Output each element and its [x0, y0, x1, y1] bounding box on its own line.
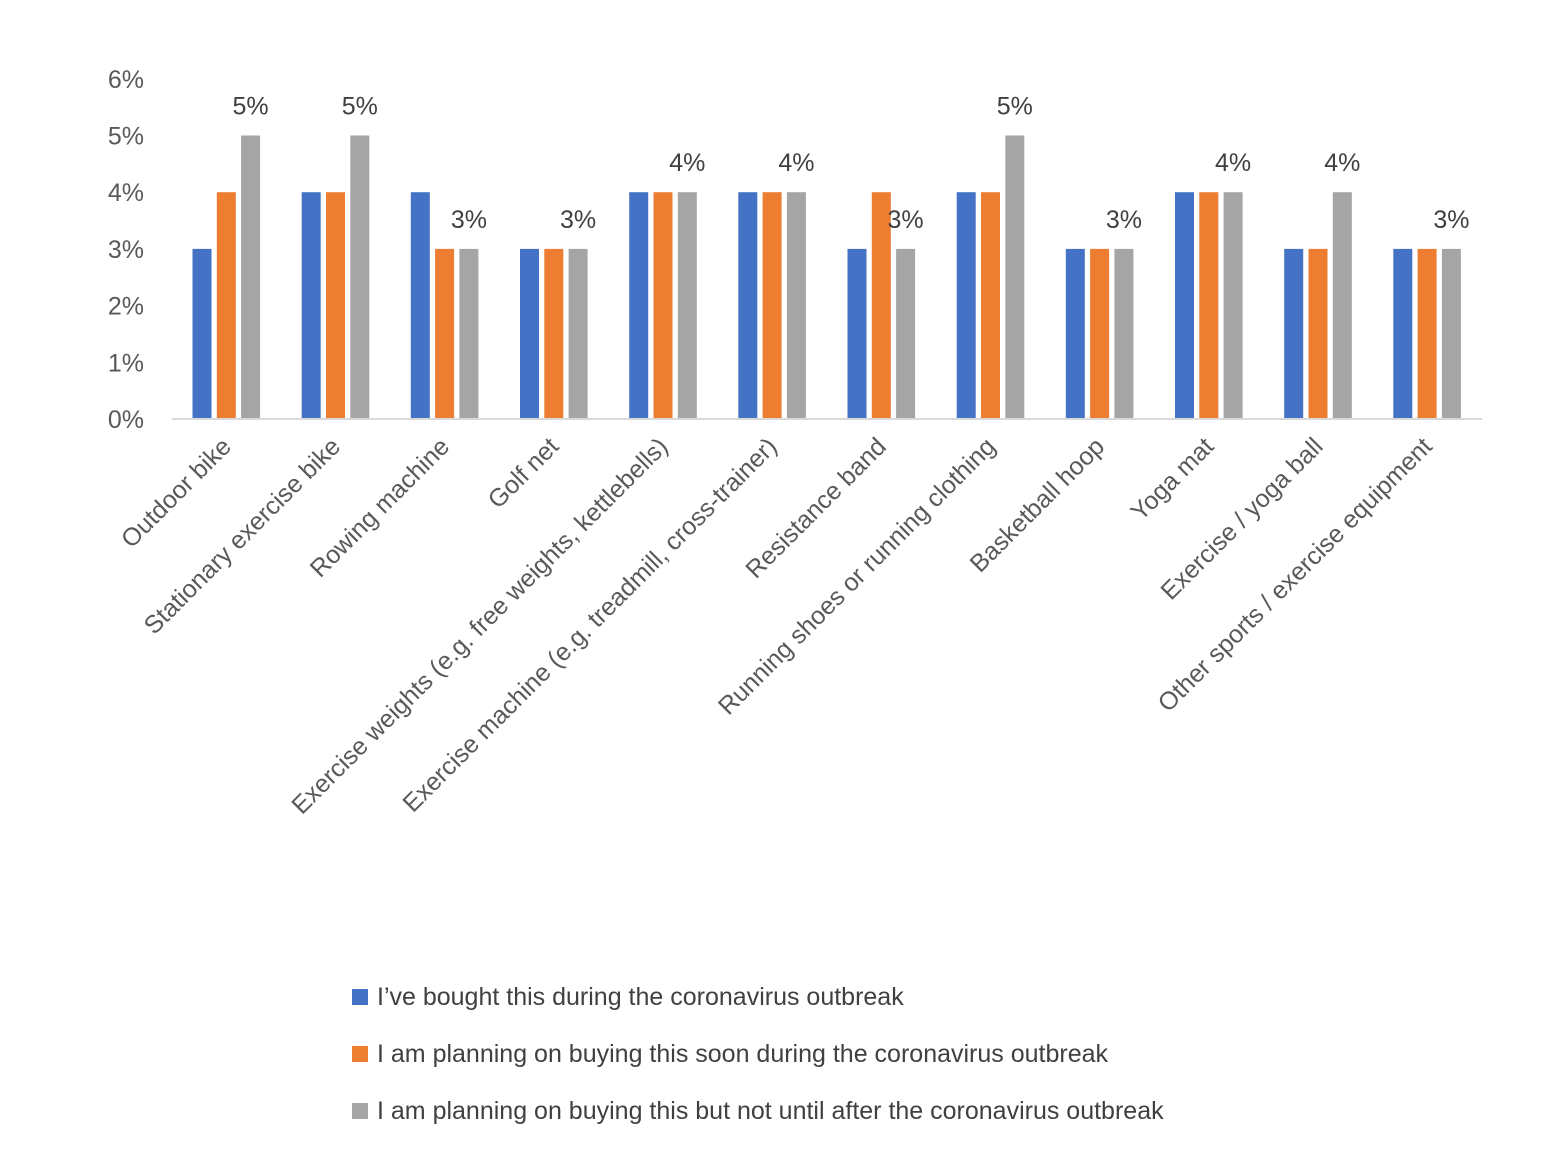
bar-series-1-1	[192, 248, 212, 419]
data-labels: 5% 5% 3% 3% 4% 4% 3% 5% 3% 4% 4% 3%	[233, 93, 1470, 234]
bar-series-2-4	[544, 248, 564, 419]
bar-series-2-12	[1417, 248, 1437, 419]
bar-series-1-2	[301, 192, 321, 419]
y-tick-label: 5%	[108, 123, 144, 151]
bar-series-3-2	[350, 135, 370, 419]
bar-series-1-6	[738, 192, 758, 419]
legend-item-planning-soon: I am planning on buying this soon during…	[352, 1035, 1164, 1073]
data-label: 5%	[342, 93, 378, 121]
bar-series-3-12	[1441, 248, 1461, 419]
bar-series-3-7	[896, 248, 916, 419]
x-tick-label: Exercise weights (e.g. free weights, ket…	[286, 432, 673, 819]
bar-series-3-5	[677, 192, 697, 419]
data-label: 3%	[451, 206, 487, 234]
bar-series-1-8	[956, 192, 976, 419]
bar-series-1-9	[1065, 248, 1085, 419]
bar-series-3-9	[1114, 248, 1134, 419]
bar-series-3-10	[1223, 192, 1243, 419]
bar-series-2-5	[653, 192, 673, 419]
bar-series-1-3	[410, 192, 430, 419]
bar-series-1-12	[1393, 248, 1413, 419]
data-label: 5%	[233, 93, 269, 121]
bar-series-2-8	[981, 192, 1000, 419]
x-tick-label: Golf net	[483, 432, 565, 514]
data-label: 3%	[1106, 206, 1142, 234]
y-tick-label: 4%	[108, 179, 144, 207]
bar-series-2-2	[326, 192, 345, 419]
data-label: 3%	[888, 206, 924, 234]
y-tick-label: 3%	[108, 236, 144, 264]
bars	[192, 135, 1461, 419]
bar-series-2-6	[762, 192, 782, 419]
legend-swatch-planning-soon	[352, 1046, 368, 1062]
y-tick-label: 6%	[108, 66, 144, 94]
bar-series-2-11	[1308, 248, 1328, 419]
bar-series-3-8	[1005, 135, 1025, 419]
x-tick-label: Outdoor bike	[116, 432, 237, 553]
legend-item-bought: I’ve bought this during the coronavirus …	[352, 978, 1164, 1016]
y-tick-label: 2%	[108, 293, 144, 321]
data-label: 4%	[778, 149, 814, 177]
bar-series-3-4	[568, 248, 588, 419]
bar-series-2-10	[1199, 192, 1219, 419]
y-tick-label: 1%	[108, 349, 144, 377]
bar-series-2-7	[871, 192, 891, 419]
legend-label-planning-after: I am planning on buying this but not unt…	[377, 1096, 1164, 1125]
bar-series-3-11	[1332, 192, 1352, 419]
bar-series-2-3	[435, 248, 455, 419]
y-axis: 0% 1% 2% 3% 4% 5% 6%	[108, 66, 144, 434]
bar-series-1-4	[520, 248, 539, 419]
bar-series-3-3	[459, 248, 479, 419]
data-label: 3%	[1433, 206, 1469, 234]
bar-series-1-5	[629, 192, 649, 419]
legend: I’ve bought this during the coronavirus …	[352, 978, 1164, 1149]
bar-series-1-11	[1284, 248, 1304, 419]
legend-label-bought: I’ve bought this during the coronavirus …	[377, 982, 904, 1011]
data-label: 4%	[1215, 149, 1251, 177]
data-label: 5%	[997, 93, 1033, 121]
bar-series-2-9	[1090, 248, 1110, 419]
bar-series-1-7	[847, 248, 867, 419]
bar-series-1-10	[1175, 192, 1194, 419]
bar-series-3-1	[241, 135, 261, 419]
bar-series-2-1	[216, 192, 236, 419]
bar-series-3-6	[786, 192, 806, 419]
legend-label-planning-soon: I am planning on buying this soon during…	[377, 1039, 1109, 1068]
y-tick-label: 0%	[108, 406, 144, 434]
legend-item-planning-after: I am planning on buying this but not unt…	[352, 1092, 1164, 1130]
legend-swatch-bought	[352, 989, 368, 1005]
x-tick-label: Stationary exercise bike	[139, 432, 346, 639]
data-label: 4%	[669, 149, 705, 177]
data-label: 4%	[1324, 149, 1360, 177]
x-tick-label: Exercise machine (e.g. treadmill, cross-…	[397, 432, 782, 817]
x-tick-label: Yoga mat	[1125, 432, 1219, 526]
data-label: 3%	[560, 206, 596, 234]
legend-swatch-planning-after	[352, 1103, 368, 1119]
